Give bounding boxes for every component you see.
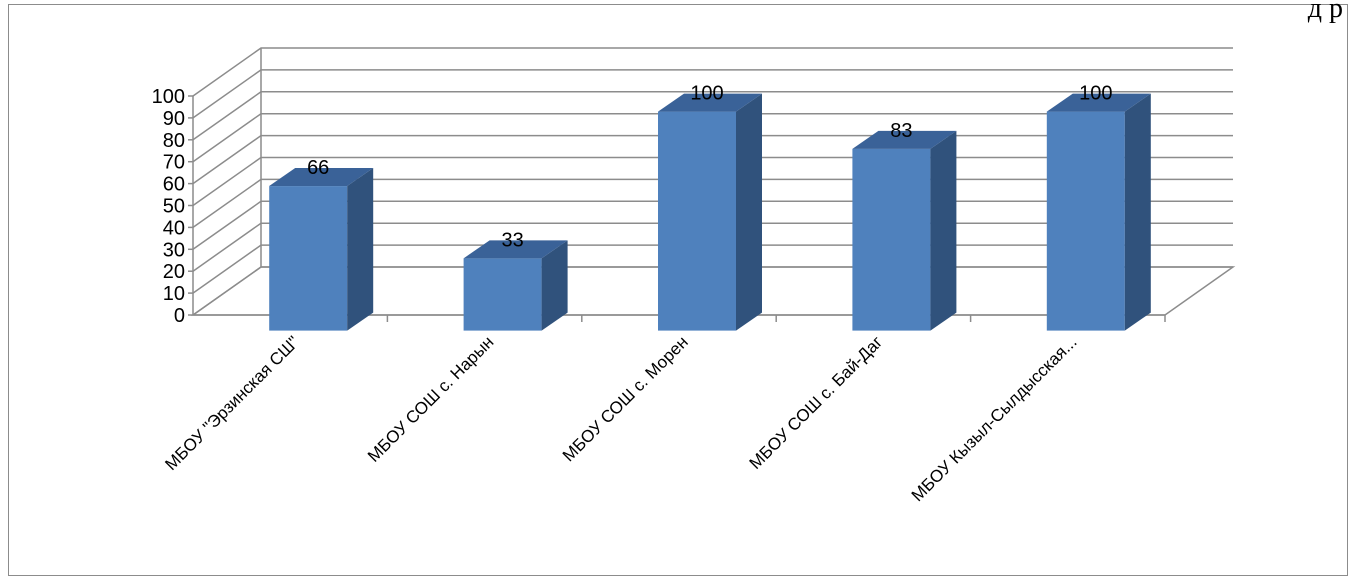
bar-front — [658, 111, 736, 331]
y-tick-label: 30 — [163, 239, 185, 261]
x-category-label: МБОУ "Эрзинская СШ" — [161, 332, 303, 474]
bars — [269, 93, 1151, 331]
bar-top — [269, 168, 374, 187]
data-label: 100 — [690, 83, 723, 105]
y-tick-label: 60 — [163, 174, 185, 196]
bar-front — [463, 258, 542, 331]
data-label: 66 — [307, 157, 329, 179]
y-tick-label: 70 — [163, 152, 185, 174]
bar-front — [269, 186, 348, 331]
y-tick-label: 50 — [163, 196, 185, 218]
bar-front — [1046, 111, 1125, 331]
bar-side — [930, 130, 957, 331]
bar-side — [736, 93, 762, 331]
bar-top — [852, 130, 957, 149]
x-category-label: МБОУ Кызыл-Сылдысская... — [908, 332, 1081, 505]
x-category-label: МБОУ СОШ с. Морен — [559, 332, 692, 465]
data-label: 33 — [501, 229, 523, 251]
x-axis-category-labels: МБОУ "Эрзинская СШ" МБОУ СОШ с. Нарын МБОУ… — [161, 332, 1080, 505]
gridline — [192, 112, 1233, 163]
bar-side — [347, 168, 374, 331]
y-tick-label: 80 — [163, 130, 185, 152]
bar-top — [658, 93, 762, 112]
data-label: 83 — [890, 120, 912, 142]
bar-top — [463, 240, 568, 259]
y-tick-label: 90 — [163, 108, 185, 130]
corner-text: д р — [1307, 0, 1343, 24]
gridline — [192, 69, 1233, 119]
x-category-label: МБОУ СОШ с. Нарын — [364, 332, 497, 465]
y-tick-label: 100 — [152, 86, 185, 108]
bar-top — [1046, 93, 1151, 112]
gridline — [192, 91, 1233, 141]
bar-front — [852, 148, 931, 331]
x-category-label: МБОУ СОШ с. Бай-Даг — [746, 332, 887, 473]
data-label: 100 — [1079, 83, 1112, 105]
bar-side — [541, 240, 568, 331]
y-tick-label: 20 — [163, 261, 185, 283]
y-tick-label: 0 — [174, 305, 185, 327]
gridline — [192, 47, 1233, 97]
y-tick-label: 10 — [163, 283, 185, 305]
y-tick-label: 40 — [163, 217, 185, 239]
data-labels: 66 33 100 83 100 — [307, 83, 1112, 252]
bar-side — [1124, 93, 1151, 331]
